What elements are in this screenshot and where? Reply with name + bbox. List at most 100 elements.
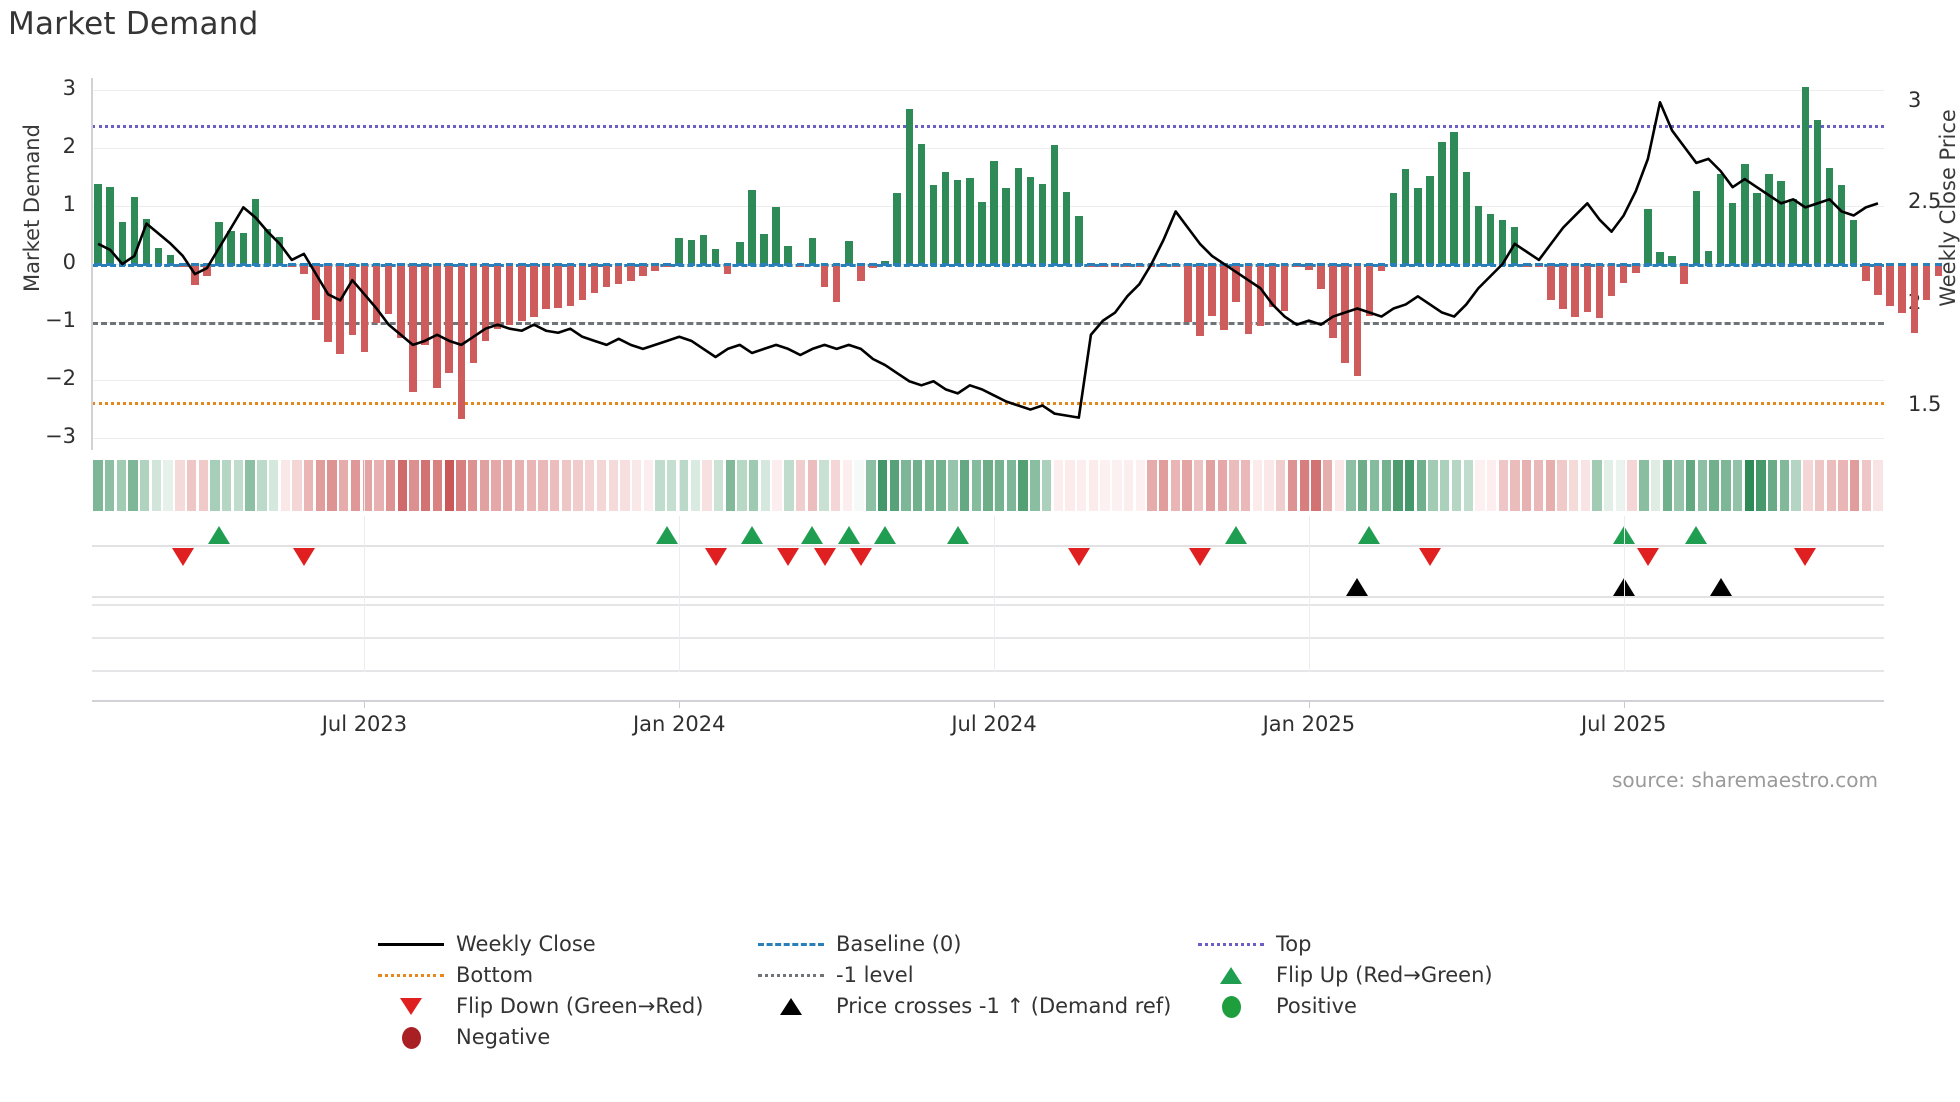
legend-label: Weekly Close (456, 931, 596, 956)
heat-cell (421, 460, 431, 511)
heat-cell (1803, 460, 1813, 511)
baseline-tick (808, 262, 817, 266)
heat-cell (1440, 460, 1450, 511)
y-tick-right: 3 (1908, 88, 1922, 113)
baseline-tick (493, 262, 502, 266)
baseline-tick (1753, 262, 1761, 266)
baseline-tick (312, 262, 320, 266)
gridline-left (92, 89, 1884, 91)
heat-cell (93, 460, 103, 511)
baseline-tick (130, 262, 139, 266)
baseline-tick (445, 262, 453, 266)
demand-bar (1922, 264, 1931, 301)
baseline-tick (1898, 262, 1906, 266)
heat-cell (491, 460, 501, 511)
baseline-tick (251, 262, 260, 266)
heat-cell (1662, 460, 1672, 511)
demand-bar (627, 264, 635, 281)
heat-cell (1006, 460, 1017, 511)
heat-cell (959, 460, 970, 511)
heat-cell (1065, 460, 1075, 511)
x-guide (1623, 516, 1625, 576)
reference-line-bottom (92, 402, 1884, 406)
baseline-tick (106, 262, 114, 266)
x-guide (1308, 562, 1310, 622)
x-guide (994, 604, 996, 672)
y-tick-left: −3 (45, 424, 76, 449)
demand-bar (699, 234, 708, 264)
baseline-tick (1632, 262, 1640, 266)
demand-bar (433, 264, 441, 389)
demand-bar (518, 264, 526, 321)
flip-down-marker (704, 548, 727, 566)
heat-cell (1756, 460, 1766, 511)
heat-cell (1334, 460, 1345, 511)
flip-up-marker (208, 526, 231, 544)
legend-item-baseline[interactable]: Baseline (0) (758, 931, 1198, 957)
legend-item-weekly-close[interactable]: Weekly Close (378, 931, 758, 957)
baseline-tick (1607, 262, 1616, 266)
heat-cell (1686, 460, 1696, 511)
baseline-tick (893, 262, 901, 266)
circle-green-icon (1198, 993, 1264, 1019)
demand-bar (1208, 264, 1216, 316)
legend-item-bottom[interactable]: Bottom (378, 962, 758, 988)
x-tickmark (994, 702, 996, 708)
legend-item-top[interactable]: Top (1198, 931, 1618, 957)
baseline-tick (639, 262, 647, 266)
demand-bar (118, 221, 127, 264)
heat-cell (514, 460, 525, 511)
legend-item-positive[interactable]: Positive (1198, 993, 1618, 1019)
demand-bar (1401, 168, 1410, 264)
heat-cell (1639, 460, 1649, 511)
baseline-tick (1559, 262, 1567, 266)
gridline-left (92, 380, 1884, 382)
demand-bar (324, 264, 332, 343)
legend-item-price-cross[interactable]: Price crosses -1 ↑ (Demand ref) (758, 993, 1198, 1019)
heat-cell (1322, 460, 1333, 511)
rule-1 (92, 604, 1884, 606)
demand-bar (1329, 264, 1337, 339)
demand-bar (1680, 264, 1688, 285)
heat-cell (292, 460, 302, 511)
baseline-tick (203, 262, 211, 266)
heat-cell (1791, 460, 1801, 511)
baseline-tick (530, 262, 538, 266)
baseline-tick (1389, 262, 1398, 266)
legend-item-negative[interactable]: Negative (378, 1024, 758, 1050)
demand-bar (1692, 191, 1701, 264)
heat-cell (1041, 460, 1052, 511)
baseline-tick (1619, 262, 1628, 266)
heat-cell (842, 460, 853, 511)
y-axis-left-label: Market Demand (20, 124, 44, 292)
legend-item-minus-1-level[interactable]: -1 level (758, 962, 1198, 988)
demand-bar (94, 183, 102, 264)
circle-darkred-icon (378, 1024, 444, 1050)
baseline-tick (227, 262, 235, 266)
demand-bar (1777, 181, 1785, 264)
reference-line-baseline-0 (92, 264, 1884, 267)
x-guide (1623, 604, 1625, 672)
x-tick-label: Jan 2025 (1262, 712, 1356, 736)
heat-cell (667, 460, 677, 511)
heat-cell (1709, 460, 1719, 511)
baseline-tick (421, 262, 429, 266)
baseline-tick (1293, 262, 1301, 266)
baseline-tick (1450, 262, 1458, 266)
demand-bar (1837, 184, 1846, 264)
baseline-tick (300, 262, 308, 266)
baseline-tick (820, 262, 829, 266)
x-tickmark (1623, 702, 1625, 708)
x-guide (1623, 460, 1625, 511)
legend-item-flip-up[interactable]: Flip Up (Red→Green) (1198, 962, 1618, 988)
demand-bar (1910, 264, 1919, 333)
baseline-tick (1111, 262, 1119, 266)
demand-bar (905, 108, 914, 264)
flip-down-marker (171, 548, 194, 566)
baseline-tick (1438, 262, 1446, 266)
demand-bar (1232, 264, 1240, 303)
baseline-tick (505, 262, 514, 266)
baseline-tick (675, 262, 683, 266)
legend-item-flip-down[interactable]: Flip Down (Green→Red) (378, 993, 758, 1019)
demand-bar (1414, 187, 1422, 264)
